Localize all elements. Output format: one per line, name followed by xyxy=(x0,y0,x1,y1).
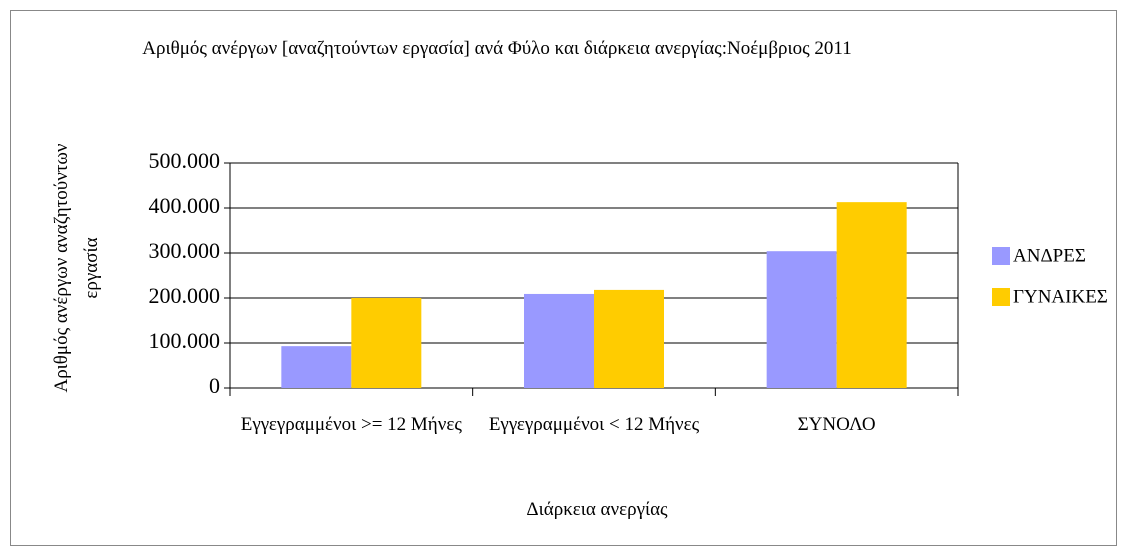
bar xyxy=(766,251,837,388)
y-tick-label: 100.000 xyxy=(149,328,221,353)
chart-title: Αριθμός ανέργων [αναζητούντων εργασία] α… xyxy=(142,38,852,59)
bar xyxy=(594,289,664,388)
bar xyxy=(524,293,594,388)
legend-label: ΓΥΝΑΙΚΕΣ xyxy=(1013,286,1108,307)
bar xyxy=(836,202,907,388)
y-tick-label: 0 xyxy=(209,373,220,398)
y-tick-label: 500.000 xyxy=(149,148,221,173)
y-tick-label: 400.000 xyxy=(149,193,221,218)
y-axis-label: Αριθμός ανέργων αναζητούντων εργασία xyxy=(51,143,102,393)
x-tick-label: Εγγεγραμμένοι < 12 Μήνες xyxy=(488,414,700,435)
bar xyxy=(351,298,422,388)
legend-label: ΑΝΔΡΕΣ xyxy=(1013,245,1086,266)
bar xyxy=(281,346,352,388)
x-tick-label: Εγγεγραμμένοι >= 12 Μήνες xyxy=(240,414,462,435)
chart-border xyxy=(10,10,1117,546)
legend-swatch xyxy=(992,247,1010,265)
y-tick-label: 300.000 xyxy=(149,238,221,263)
x-tick-label: ΣΥΝΟΛΟ xyxy=(797,414,876,435)
legend-swatch xyxy=(992,288,1010,306)
y-tick-label: 200.000 xyxy=(149,283,221,308)
x-axis-label: Διάρκεια ανεργίας xyxy=(526,499,668,520)
